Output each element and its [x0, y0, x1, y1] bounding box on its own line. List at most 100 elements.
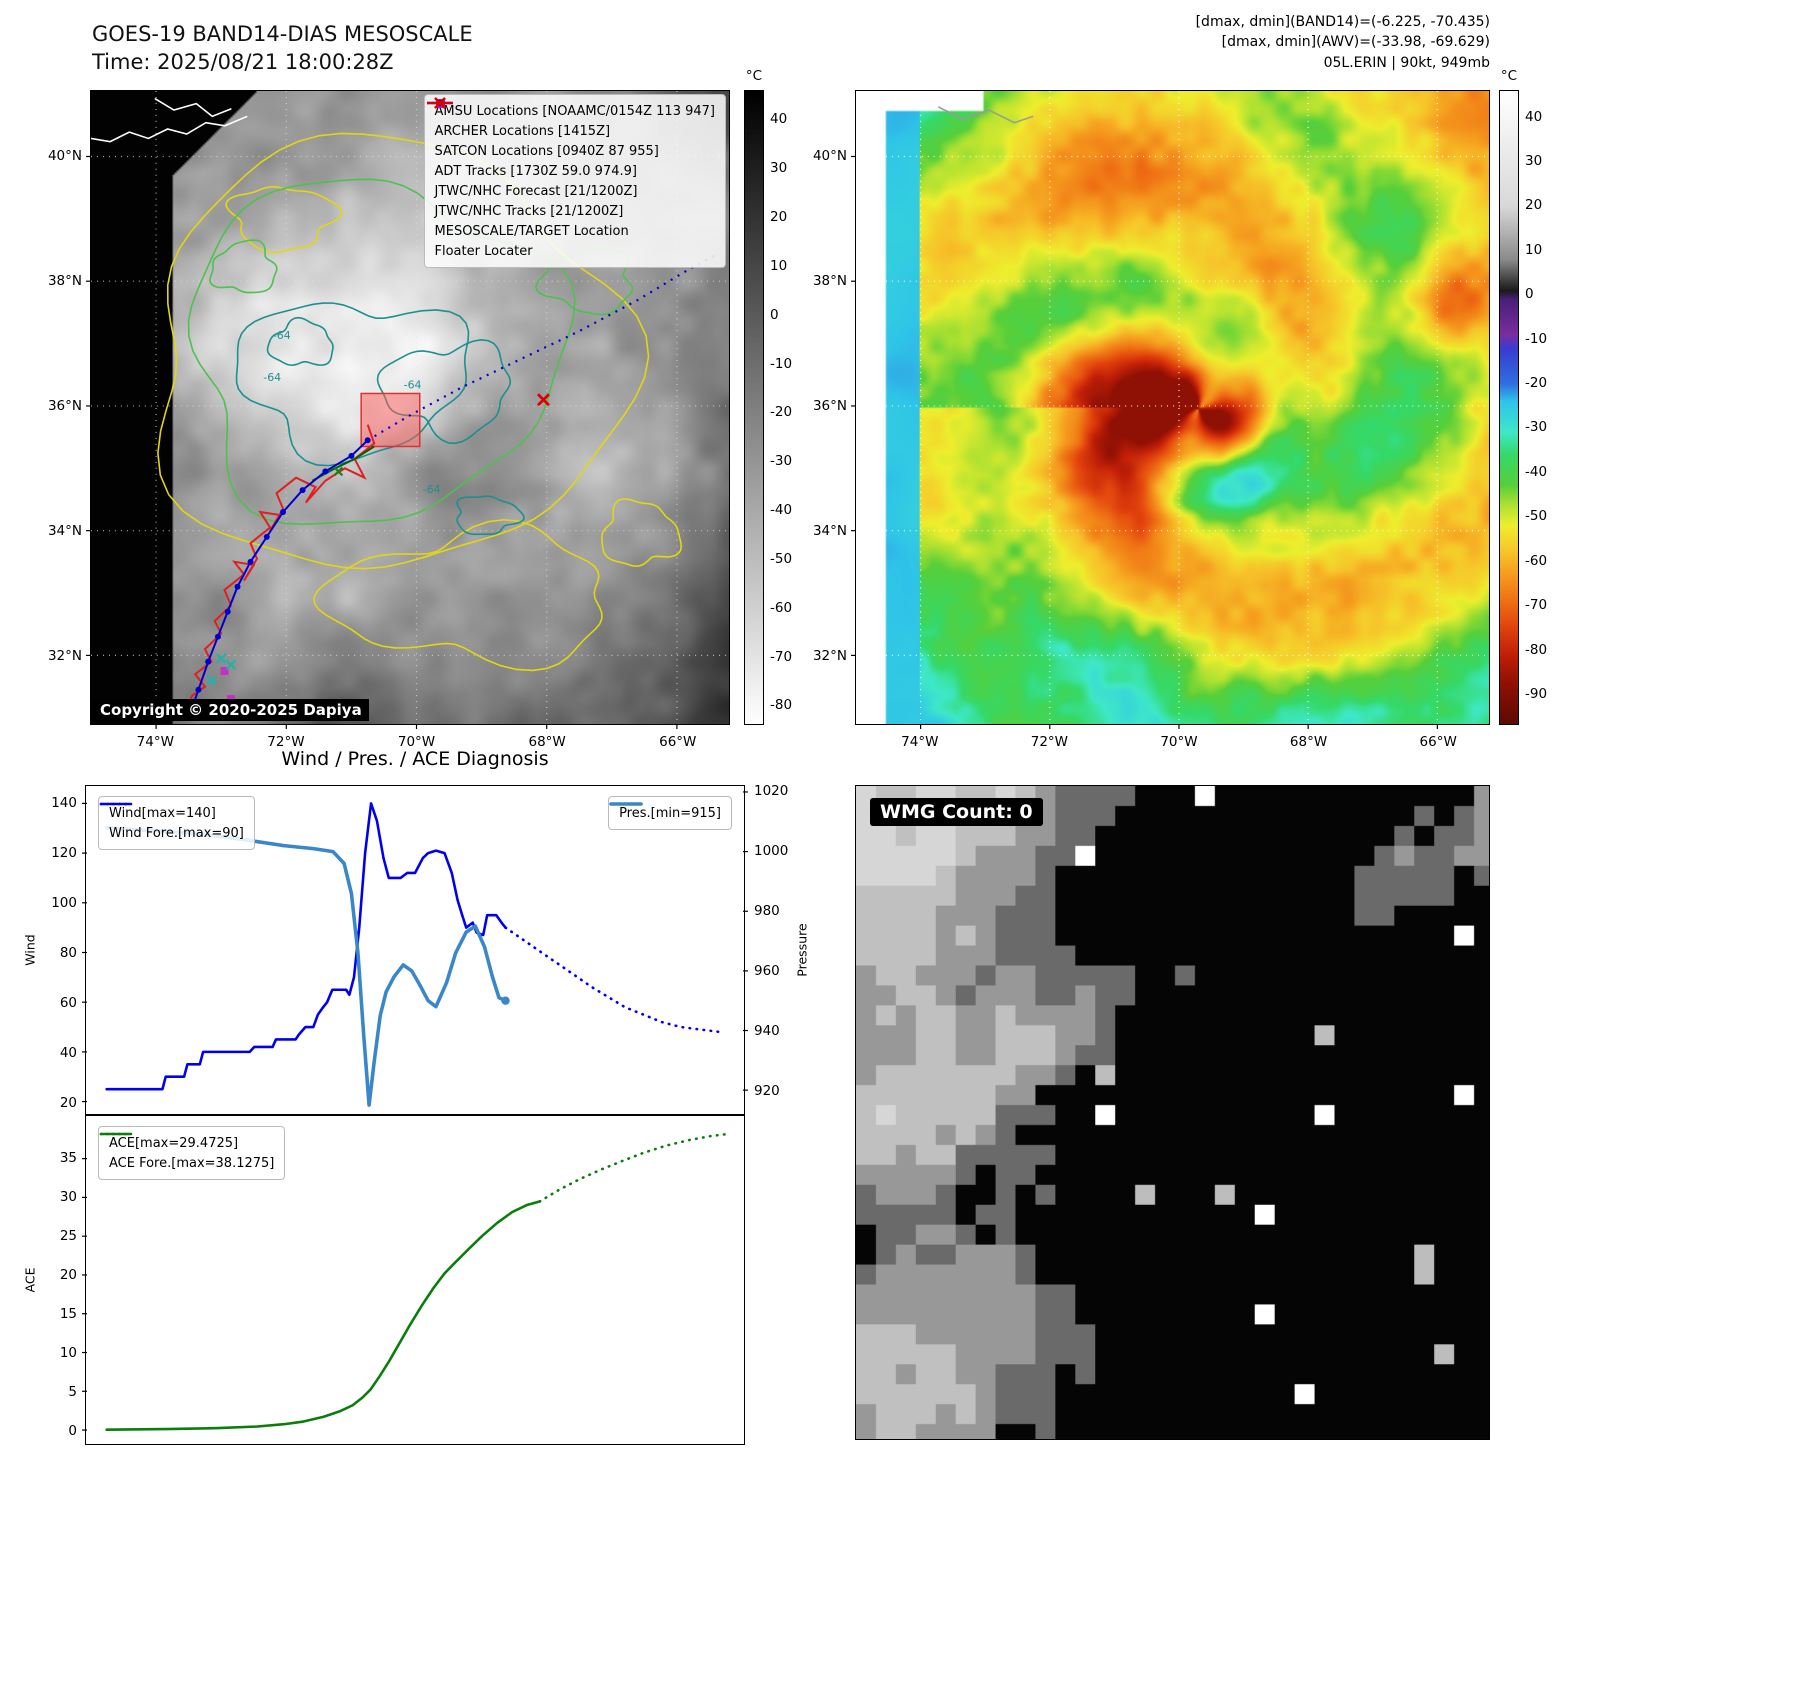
storm-id-intensity: 05L.ERIN | 90kt, 949mb — [1323, 54, 1490, 71]
map-legend: AMSU Locations [NOAAMC/0154Z 113 947] ARC… — [423, 94, 726, 268]
tick-label: 20 — [59, 1094, 77, 1111]
awv-colorbar-canvas — [1500, 91, 1518, 724]
dmax-dmin-band14: [dmax, dmin](BAND14)=(-6.225, -70.435) — [1195, 14, 1490, 30]
legend-label: ACE Fore.[max=38.1275] — [109, 1155, 275, 1171]
tick-label: 68°W — [1289, 734, 1328, 750]
legend-label: ARCHER Locations [1415Z] — [434, 123, 611, 139]
wind-axis-label: Wind — [22, 934, 38, 966]
tick-label: 60 — [59, 994, 77, 1011]
tick-label: 10 — [1525, 241, 1543, 258]
awv-overlay — [851, 91, 1489, 729]
tick-label: 20 — [1525, 197, 1543, 214]
tick-label: 72°W — [1030, 734, 1069, 750]
tick-label: 40 — [770, 111, 788, 128]
tick-label: -50 — [770, 550, 793, 567]
ace-legend: ACE[max=29.4725] ACE Fore.[max=38.1275] — [98, 1126, 286, 1180]
legend-item: ACE Fore.[max=38.1275] — [99, 1132, 275, 1173]
legend-label: JTWC/NHC Forecast [21/1200Z] — [434, 183, 638, 199]
tick-label: 940 — [754, 1023, 780, 1039]
legend-item: Wind Fore.[max=90] — [99, 802, 244, 843]
tick-label: 0 — [770, 306, 779, 323]
tick-label: 32°N — [47, 648, 82, 665]
band14-map-panel: -64 -64 -64 -64 AMSU Locations [NOAAMC/0154… — [86, 90, 730, 729]
wmg-panel: WMG Count: 0 — [855, 785, 1490, 1440]
tick-label: -80 — [1525, 641, 1548, 658]
tick-label: -30 — [770, 453, 793, 470]
tick-label: 70°W — [397, 734, 436, 750]
awv-satellite-canvas — [856, 91, 1489, 724]
legend-label: JTWC/NHC Tracks [21/1200Z] — [434, 203, 624, 219]
tick-label: 34°N — [47, 523, 82, 540]
tick-label: 38°N — [812, 272, 847, 289]
legend-label: SATCON Locations [0940Z 87 955] — [434, 143, 659, 159]
tick-label: -20 — [1525, 375, 1548, 392]
diagnosis-title: Wind / Pres. / ACE Diagnosis — [281, 748, 549, 770]
wmg-count-label: WMG Count: 0 — [870, 798, 1043, 826]
tick-label: 30 — [1525, 153, 1543, 170]
tick-label: 1020 — [754, 783, 789, 799]
wind-legend: Wind[max=140] Wind Fore.[max=90] — [98, 796, 255, 850]
wind-pressure-chart: Wind[max=140] Wind Fore.[max=90] Pres.[mi… — [82, 785, 748, 1115]
svg-text:-64: -64 — [263, 371, 281, 384]
legend-item: Pres.[min=915] — [609, 802, 721, 823]
wmg-canvas — [856, 786, 1489, 1439]
tick-label: 15 — [59, 1305, 77, 1322]
svg-text:-64: -64 — [423, 483, 441, 496]
tick-label: 30 — [59, 1188, 77, 1205]
tick-label: -40 — [1525, 463, 1548, 480]
tick-label: -70 — [770, 648, 793, 665]
pressure-legend: Pres.[min=915] — [608, 796, 732, 830]
tick-label: 5 — [68, 1383, 77, 1400]
tick-label: -60 — [770, 599, 793, 616]
tick-label: 80 — [59, 944, 77, 961]
tick-label: 10 — [59, 1344, 77, 1361]
tick-label: 920 — [754, 1083, 780, 1099]
tick-label: 40 — [1525, 108, 1543, 125]
ace-chart: ACE[max=29.4725] ACE Fore.[max=38.1275] — [82, 1115, 745, 1445]
legend-label: Floater Locater — [434, 243, 533, 259]
awv-colorbar-unit: °C — [1500, 68, 1518, 84]
legend-label: Wind[max=140] — [109, 805, 216, 821]
tick-label: -50 — [1525, 508, 1548, 525]
awv-header-block: [dmax, dmin](BAND14)=(-6.225, -70.435) [… — [1196, 12, 1490, 73]
legend-label: AMSU Locations [NOAAMC/0154Z 113 947] — [434, 103, 715, 119]
band14-colorbar-unit: °C — [745, 68, 763, 84]
wind-pressure-plot — [82, 791, 748, 1107]
pressure-axis-label: Pressure — [794, 923, 810, 977]
tick-label: -90 — [1525, 685, 1548, 702]
tick-label: 40°N — [47, 147, 82, 164]
tick-label: 38°N — [47, 272, 82, 289]
legend-item: JTWC/NHC Forecast [21/1200Z] — [426, 101, 715, 201]
tick-label: 66°W — [1419, 734, 1457, 750]
dmax-dmin-awv: [dmax, dmin](AWV)=(-33.98, -69.629) — [1221, 34, 1490, 51]
tick-label: 40°N — [812, 147, 847, 164]
svg-text:-64: -64 — [404, 379, 422, 392]
ace-plot — [82, 1133, 726, 1431]
tick-label: -40 — [770, 502, 793, 519]
tick-label: 120 — [51, 844, 77, 861]
tick-label: 10 — [770, 257, 788, 274]
legend-item: Floater Locater — [426, 101, 715, 261]
tick-label: 32°N — [812, 648, 847, 665]
tick-label: 1000 — [754, 843, 789, 859]
svg-text:-64: -64 — [273, 329, 291, 342]
tick-label: -80 — [770, 697, 793, 714]
tick-label: -20 — [770, 404, 793, 421]
tick-label: -70 — [1525, 597, 1548, 614]
band14-colorbar-canvas — [745, 91, 763, 724]
tick-label: 980 — [754, 903, 780, 919]
tick-label: 140 — [51, 794, 77, 811]
legend-label: MESOSCALE/TARGET Location — [434, 223, 629, 239]
band14-colorbar — [744, 90, 764, 725]
band14-overlay: -64 -64 -64 -64 — [86, 91, 729, 729]
tick-label: 25 — [59, 1227, 77, 1244]
tick-label: -30 — [1525, 419, 1548, 436]
tick-label: -60 — [1525, 552, 1548, 569]
awv-colorbar — [1499, 90, 1519, 725]
tick-label: 74°W — [901, 734, 939, 750]
band14-title-block: GOES-19 BAND14-DIAS MESOSCALE Time: 2025… — [92, 20, 473, 77]
ace-axis-label: ACE — [22, 1267, 38, 1293]
tick-label: 70°W — [1160, 734, 1198, 750]
tick-label: 100 — [51, 894, 77, 911]
